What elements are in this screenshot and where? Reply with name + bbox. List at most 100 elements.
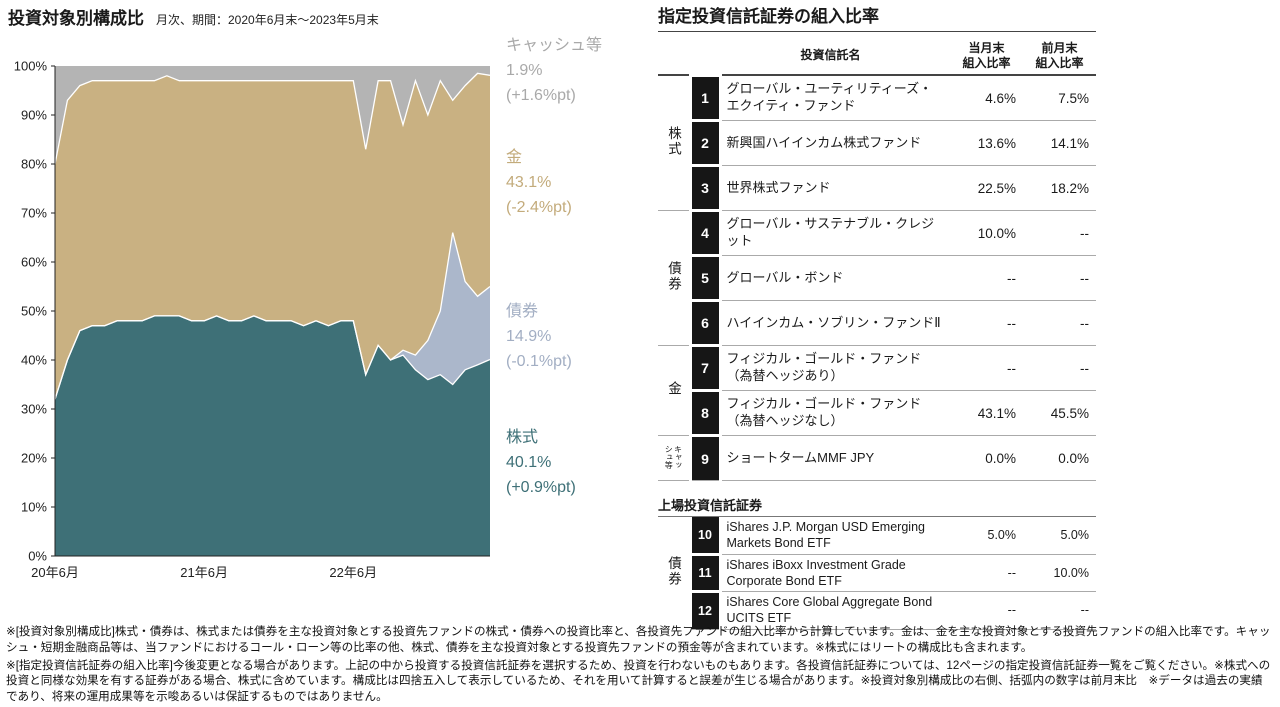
- table-header-row: 投資信託名 当月末 組入比率 前月末 組入比率: [658, 38, 1097, 76]
- fund-row: 金 7 フィジカル・ゴールド・ファンド （為替ヘッジあり） -- --: [658, 344, 1097, 436]
- current-ratio: 13.6%: [950, 120, 1024, 166]
- category-cash: キャッシュ等: [658, 435, 690, 481]
- row-number-badge: 7: [688, 344, 722, 392]
- legend-change: (+0.9%pt): [506, 478, 576, 496]
- legend-value: 14.9%: [506, 327, 552, 345]
- row-number-badge: 1: [688, 73, 722, 122]
- svg-text:0%: 0%: [28, 549, 47, 564]
- fund-name: 新興国ハイインカム株式ファンド: [720, 120, 951, 166]
- fund-row: 12 iShares Core Global Aggregate Bond UC…: [658, 590, 1096, 630]
- current-ratio: --: [950, 300, 1024, 346]
- fund-row: 株式 1 グローバル・ユーティリティーズ・エクイティ・ファンド 4.6% 7.5…: [658, 73, 1097, 211]
- svg-text:30%: 30%: [21, 402, 47, 417]
- fund-ratio-panel: 指定投資信託証券の組入比率 投資信託名 当月末 組入比率 前月末 組入比率 株式…: [658, 0, 1097, 630]
- category-equity: 株式: [658, 74, 690, 211]
- previous-ratio: 5.0%: [1060, 528, 1090, 543]
- legend-label: 債券: [506, 303, 539, 320]
- legend-change: (-2.4%pt): [506, 198, 572, 216]
- chart-title: 投資対象別構成比: [8, 9, 144, 28]
- row-number-badge: 11: [688, 552, 722, 593]
- row-number-badge: 4: [688, 209, 722, 257]
- svg-text:50%: 50%: [21, 304, 47, 319]
- current-ratio: 43.1%: [950, 390, 1024, 436]
- col-header-fund-name: 投資信託名: [658, 38, 951, 76]
- current-ratio: 4.6%: [950, 74, 1024, 121]
- designated-fund-table: 投資信託名 当月末 組入比率 前月末 組入比率 株式 1 グローバル・ユーティリ…: [658, 38, 1097, 481]
- current-ratio: --: [950, 345, 1024, 391]
- row-number-badge: 6: [688, 299, 722, 347]
- fund-name: ショートタームMMF JPY: [720, 435, 951, 481]
- legend-change: (-0.1%pt): [506, 352, 572, 370]
- category-bond: 債券: [658, 210, 690, 346]
- row-number-badge: 5: [688, 254, 722, 302]
- fund-name: ハイインカム・ソブリン・ファンドⅡ: [720, 300, 951, 346]
- fund-row: 8 フィジカル・ゴールド・ファンド （為替ヘッジなし） 43.1% 45.5%: [658, 389, 1097, 437]
- row-number-badge: 2: [688, 119, 722, 167]
- legend-value: 43.1%: [506, 173, 552, 191]
- fund-name: iShares iBoxx Investment Grade Corporate…: [720, 553, 950, 592]
- svg-text:10%: 10%: [21, 500, 47, 515]
- current-ratio: 10.0%: [950, 210, 1024, 256]
- legend-value: 1.9%: [506, 61, 543, 79]
- chart-header: 投資対象別構成比 月次、期間：2020年6月末～2023年5月末: [8, 4, 379, 29]
- legend-cash: キャッシュ等 1.9% (+1.6%pt): [506, 34, 602, 108]
- fund-row: 5 グローバル・ボンド -- --: [658, 254, 1097, 302]
- category-bond: 債券: [666, 556, 681, 587]
- fund-row: 債券 10 iShares J.P. Morgan USD Emerging M…: [658, 517, 1096, 587]
- category-gold: 金: [658, 345, 690, 436]
- previous-ratio: 7.5%: [1023, 74, 1097, 121]
- previous-ratio: 0.0%: [1023, 435, 1097, 481]
- stacked-area-chart: 0% 10% 20% 30% 40% 50% 60% 70% 80% 90% 100% 20年6月 21…: [14, 59, 491, 580]
- legend-label: 金: [506, 149, 523, 166]
- legend-label: 株式: [506, 429, 539, 446]
- fund-row: 2 新興国ハイインカム株式ファンド 13.6% 14.1%: [658, 119, 1097, 167]
- fund-row: 債券 4 グローバル・サステナブル・クレジット 10.0% --: [658, 209, 1097, 346]
- svg-text:90%: 90%: [21, 108, 47, 123]
- legend-stock: 株式 40.1% (+0.9%pt): [506, 426, 576, 500]
- legend-bond: 債券 14.9% (-0.1%pt): [506, 300, 572, 374]
- svg-text:70%: 70%: [21, 206, 47, 221]
- footnotes: ※[投資対象別構成比]株式・債券は、株式または債券を主な投資対象とする投資先ファ…: [6, 624, 1274, 707]
- current-ratio: 0.0%: [950, 435, 1024, 481]
- previous-ratio: 45.5%: [1023, 390, 1097, 436]
- fund-name: iShares J.P. Morgan USD Emerging Markets…: [726, 520, 925, 551]
- svg-text:22年6月: 22年6月: [329, 565, 377, 580]
- fund-row: 6 ハイインカム・ソブリン・ファンドⅡ -- --: [658, 299, 1097, 347]
- previous-ratio: 10.0%: [1023, 553, 1096, 592]
- svg-text:40%: 40%: [21, 353, 47, 368]
- current-ratio: 22.5%: [950, 165, 1024, 211]
- fund-name: iShares Core Global Aggregate Bond UCITS…: [720, 591, 950, 630]
- svg-text:20年6月: 20年6月: [31, 565, 79, 580]
- previous-ratio: 18.2%: [1023, 165, 1097, 211]
- current-ratio: 5.0%: [987, 528, 1017, 543]
- row-number-badge: 9: [688, 434, 722, 481]
- svg-text:20%: 20%: [21, 451, 47, 466]
- col-header-current-ratio: 当月末 組入比率: [950, 38, 1024, 76]
- legend-value: 40.1%: [506, 453, 552, 471]
- svg-text:21年6月: 21年6月: [180, 565, 228, 580]
- etf-section-title: 上場投資信託証券: [658, 495, 1096, 517]
- fund-name: グローバル・ユーティリティーズ・エクイティ・ファンド: [720, 74, 951, 121]
- fund-name: フィジカル・ゴールド・ファンド （為替ヘッジあり）: [720, 345, 951, 391]
- previous-ratio: 14.1%: [1023, 120, 1097, 166]
- svg-text:80%: 80%: [21, 157, 47, 172]
- footnote-composition: ※[投資対象別構成比]株式・債券は、株式または債券を主な投資対象とする投資先ファ…: [6, 625, 1271, 654]
- row-number-badge: 8: [688, 389, 722, 437]
- fund-name: フィジカル・ゴールド・ファンド （為替ヘッジなし）: [720, 390, 951, 436]
- fund-row: キャッシュ等 9 ショートタームMMF JPY 0.0% 0.0%: [658, 434, 1097, 481]
- fund-name: グローバル・サステナブル・クレジット: [720, 210, 951, 256]
- etf-table: 債券 10 iShares J.P. Morgan USD Emerging M…: [658, 517, 1096, 630]
- fund-name: 世界株式ファンド: [720, 165, 951, 211]
- current-ratio: --: [950, 591, 1023, 630]
- row-number-badge: 12: [688, 590, 722, 630]
- svg-text:60%: 60%: [21, 255, 47, 270]
- fund-row: 3 世界株式ファンド 22.5% 18.2%: [658, 164, 1097, 212]
- legend-gold: 金 43.1% (-2.4%pt): [506, 146, 572, 220]
- footnote-ratios: ※[指定投資信託証券の組入比率]今後変更となる場合があります。上記の中から投資す…: [6, 658, 1271, 704]
- current-ratio: --: [950, 255, 1024, 301]
- legend-label: キャッシュ等: [506, 37, 603, 54]
- chart-subtitle: 月次、期間：2020年6月末～2023年5月末: [156, 13, 379, 27]
- svg-text:100%: 100%: [14, 59, 48, 74]
- previous-ratio: --: [1023, 345, 1097, 391]
